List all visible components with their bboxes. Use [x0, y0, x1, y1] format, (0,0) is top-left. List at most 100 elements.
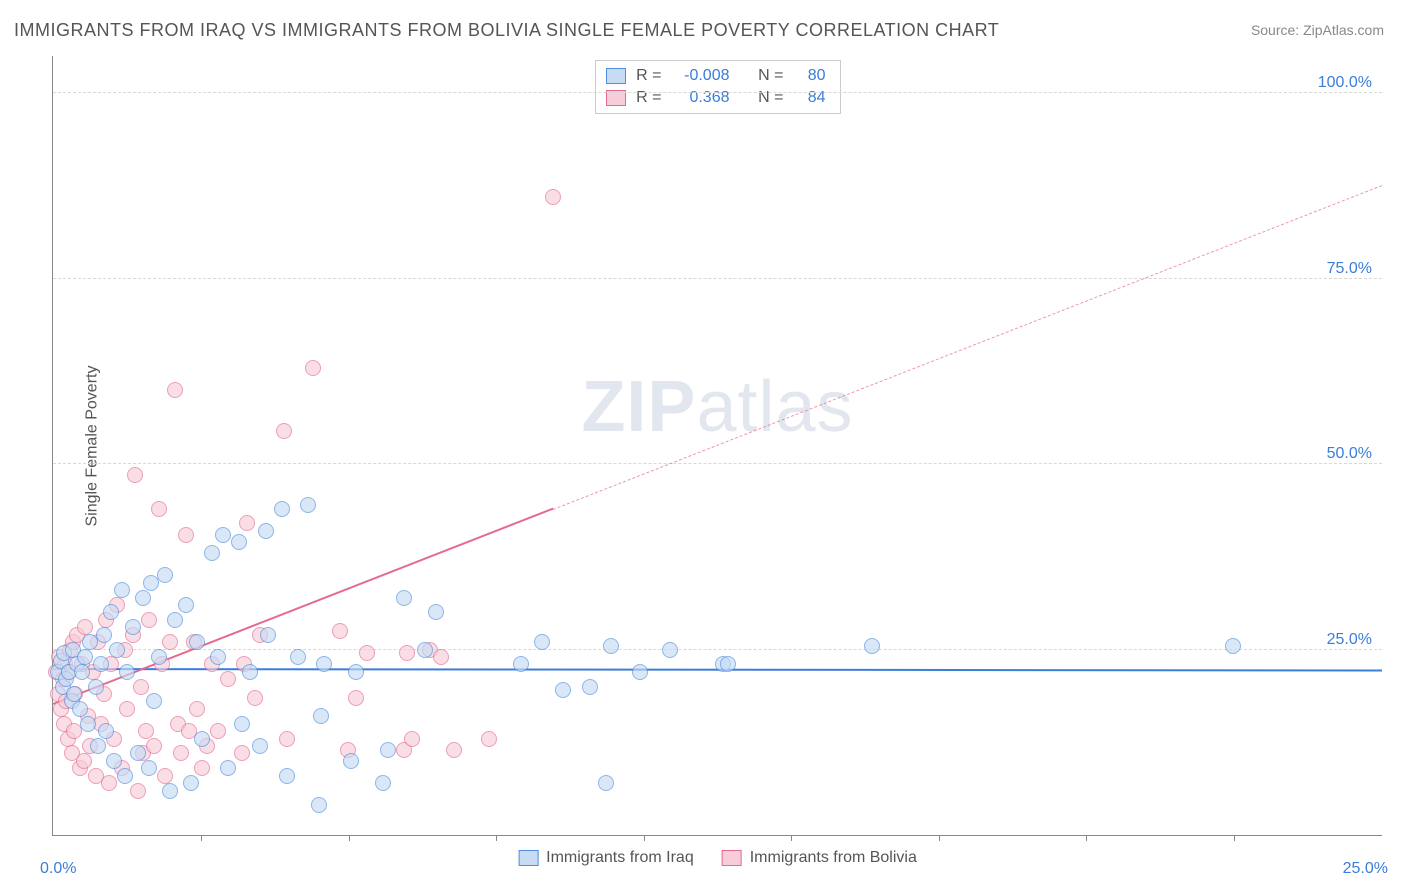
y-tick-label: 75.0% [1327, 260, 1372, 278]
scatter-point [313, 708, 329, 724]
scatter-point [210, 649, 226, 665]
scatter-point [404, 731, 420, 747]
scatter-point [220, 760, 236, 776]
scatter-point [220, 671, 236, 687]
chart-container: IMMIGRANTS FROM IRAQ VS IMMIGRANTS FROM … [0, 0, 1406, 892]
scatter-point [72, 701, 88, 717]
x-tick [201, 835, 202, 841]
stat-N-bolivia: 84 [792, 87, 826, 109]
scatter-point [446, 742, 462, 758]
scatter-point [98, 723, 114, 739]
scatter-point [183, 775, 199, 791]
scatter-point [125, 619, 141, 635]
plot-area: ZIPatlas R = -0.008 N = 80 R = 0.368 N =… [52, 56, 1382, 836]
stat-N-label: N = [756, 65, 784, 87]
gridline [53, 278, 1382, 279]
scatter-point [513, 656, 529, 672]
scatter-point [101, 775, 117, 791]
gridline [53, 649, 1382, 650]
scatter-point [399, 645, 415, 661]
scatter-point [173, 745, 189, 761]
scatter-point [348, 690, 364, 706]
x-tick [1234, 835, 1235, 841]
scatter-point [157, 567, 173, 583]
scatter-point [178, 527, 194, 543]
trendline-dashed [553, 185, 1383, 510]
scatter-point [141, 760, 157, 776]
scatter-point [204, 545, 220, 561]
scatter-point [130, 745, 146, 761]
scatter-point [632, 664, 648, 680]
legend-item-iraq: Immigrants from Iraq [518, 849, 694, 867]
scatter-point [242, 664, 258, 680]
legend-label-bolivia: Immigrants from Bolivia [750, 849, 917, 867]
scatter-point [80, 716, 96, 732]
scatter-point [119, 664, 135, 680]
legend-label-iraq: Immigrants from Iraq [546, 849, 694, 867]
scatter-point [234, 716, 250, 732]
scatter-point [151, 649, 167, 665]
scatter-point [77, 649, 93, 665]
scatter-point [290, 649, 306, 665]
scatter-point [167, 612, 183, 628]
scatter-point [332, 623, 348, 639]
scatter-point [247, 690, 263, 706]
scatter-point [215, 527, 231, 543]
scatter-point [189, 634, 205, 650]
y-tick-label: 25.0% [1327, 631, 1372, 649]
scatter-point [534, 634, 550, 650]
scatter-point [433, 649, 449, 665]
scatter-point [162, 634, 178, 650]
x-tick [644, 835, 645, 841]
scatter-point [311, 797, 327, 813]
scatter-point [417, 642, 433, 658]
legend-stats-row-2: R = 0.368 N = 84 [606, 87, 826, 109]
scatter-point [194, 760, 210, 776]
scatter-point [141, 612, 157, 628]
scatter-point [157, 768, 173, 784]
watermark-light: atlas [696, 367, 853, 447]
scatter-point [274, 501, 290, 517]
stat-R-label-2: R = [634, 87, 662, 109]
y-tick-label: 50.0% [1327, 445, 1372, 463]
scatter-point [343, 753, 359, 769]
scatter-point [93, 656, 109, 672]
scatter-point [135, 590, 151, 606]
scatter-point [555, 682, 571, 698]
scatter-point [428, 604, 444, 620]
x-tick [496, 835, 497, 841]
scatter-point [106, 753, 122, 769]
scatter-point [138, 723, 154, 739]
scatter-point [1225, 638, 1241, 654]
scatter-point [582, 679, 598, 695]
scatter-point [603, 638, 619, 654]
scatter-point [258, 523, 274, 539]
scatter-point [231, 534, 247, 550]
scatter-point [66, 686, 82, 702]
scatter-point [380, 742, 396, 758]
scatter-point [279, 731, 295, 747]
scatter-point [119, 701, 135, 717]
x-axis-origin-label: 0.0% [40, 860, 76, 878]
scatter-point [279, 768, 295, 784]
scatter-point [348, 664, 364, 680]
x-tick [349, 835, 350, 841]
scatter-point [103, 604, 119, 620]
scatter-point [162, 783, 178, 799]
scatter-point [74, 664, 90, 680]
scatter-point [117, 768, 133, 784]
scatter-point [210, 723, 226, 739]
scatter-point [189, 701, 205, 717]
legend-item-bolivia: Immigrants from Bolivia [722, 849, 917, 867]
legend-stats-box: R = -0.008 N = 80 R = 0.368 N = 84 [595, 60, 841, 114]
scatter-point [109, 642, 125, 658]
scatter-point [151, 501, 167, 517]
scatter-point [359, 645, 375, 661]
scatter-point [114, 582, 130, 598]
scatter-point [167, 382, 183, 398]
x-tick [1086, 835, 1087, 841]
scatter-point [90, 738, 106, 754]
x-tick [939, 835, 940, 841]
scatter-point [239, 515, 255, 531]
scatter-point [375, 775, 391, 791]
